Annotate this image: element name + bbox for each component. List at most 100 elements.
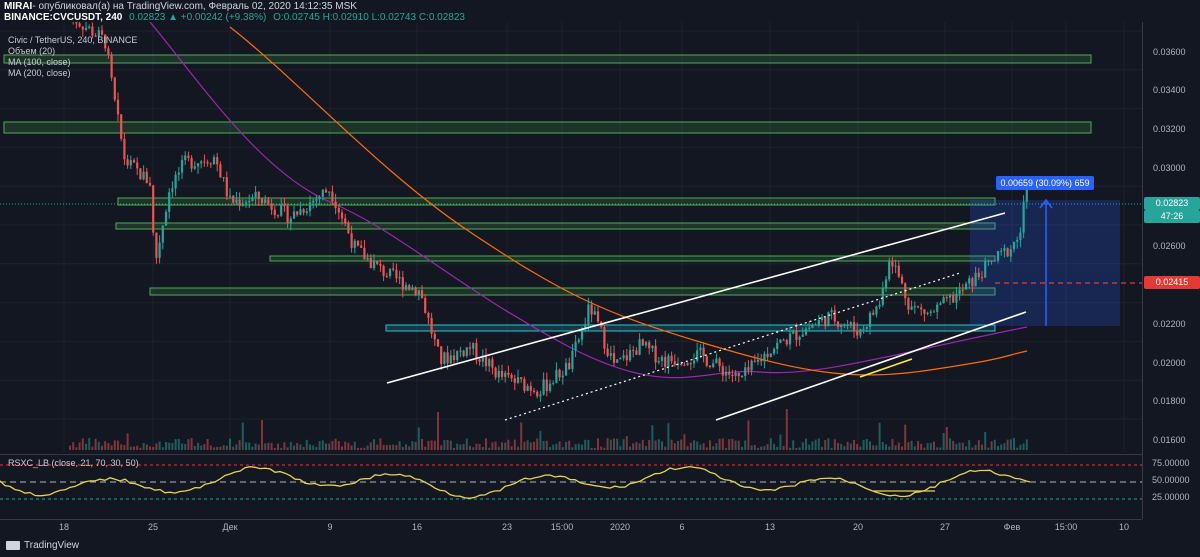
volume-bar [1013, 438, 1015, 450]
candle-body [139, 168, 142, 180]
candle-body [923, 309, 926, 314]
publisher-name: MIRAI [4, 1, 33, 12]
price-axis[interactable]: 0.03600 0.03400 0.03200 0.03000 0.02600 … [1142, 22, 1200, 519]
volume-bar [245, 442, 247, 450]
candle-body [436, 339, 440, 347]
volume-bar [568, 440, 571, 450]
volume-bar [760, 446, 763, 450]
candle-body [894, 265, 897, 267]
volume-bar [974, 444, 977, 450]
volume-bar [843, 446, 846, 450]
volume-bar [424, 446, 427, 450]
volume-bar [705, 447, 708, 450]
candle-body [475, 342, 478, 360]
volume-bar [645, 445, 647, 450]
volume-bar [715, 443, 718, 450]
candle-body [395, 269, 398, 279]
volume-bar [661, 441, 663, 450]
volume-bar [69, 445, 71, 450]
volume-bar [555, 443, 558, 450]
volume-bar [97, 441, 100, 450]
volume-bar [997, 445, 999, 450]
volume-bar [456, 443, 459, 450]
candle-body [193, 166, 196, 169]
candle-body [161, 225, 164, 243]
candle-body [664, 356, 667, 367]
candle-body [801, 334, 804, 337]
candle-body [417, 290, 420, 296]
volume-bar [952, 441, 955, 450]
price-label: 0.02600 [1153, 241, 1186, 251]
volume-bar [561, 447, 564, 450]
price-chart[interactable] [0, 22, 1142, 452]
legend-ma200[interactable]: MA (200, close) [8, 68, 71, 78]
rsi-title[interactable]: RSXC_LB (close, 21, 70, 30, 50) [8, 458, 139, 468]
legend-volume[interactable]: Объем (20) [8, 46, 56, 56]
candle-body [248, 200, 251, 203]
volume-bar [200, 445, 203, 450]
candle-body [302, 209, 305, 213]
volume-bar [254, 443, 257, 450]
zone-rect [3, 54, 1092, 64]
volume-bar [222, 445, 225, 450]
candle-body [555, 369, 558, 384]
candle-body [574, 341, 577, 351]
candle-body [148, 183, 152, 186]
candle-body [382, 265, 385, 276]
volume-bar [523, 441, 526, 450]
volume-bar [888, 446, 891, 450]
volume-bar [869, 441, 871, 450]
candle-body [337, 208, 340, 213]
time-label: 15:00 [1054, 522, 1078, 532]
volume-bar [878, 422, 881, 450]
candle-body [238, 199, 241, 206]
candle-body [430, 317, 433, 334]
volume-bar [1022, 443, 1025, 450]
volume-bar [597, 438, 599, 450]
volume-bar [357, 447, 359, 450]
time-axis[interactable]: 18 25 Дек 9 16 23 15:00 2020 6 13 20 27 … [0, 519, 1142, 534]
brand-name: TradingView [24, 540, 80, 551]
volume-bar [363, 447, 366, 450]
volume-bar [577, 443, 580, 450]
legend-ma100[interactable]: MA (100, close) [8, 57, 71, 67]
measure-arrowhead [1039, 198, 1053, 209]
candle-body [232, 195, 235, 203]
candle-body [929, 311, 932, 313]
volume-bar [341, 446, 343, 450]
volume-bar [190, 438, 193, 450]
candle-body [945, 297, 948, 299]
volume-bar [734, 440, 737, 450]
volume-bar [933, 441, 935, 450]
volume-bar [894, 445, 897, 450]
time-label: 6 [679, 522, 685, 532]
volume-bar [430, 440, 433, 450]
volume-bar [405, 444, 407, 450]
volume-bar [699, 444, 702, 450]
volume-bar [689, 442, 692, 450]
volume-bar [549, 446, 551, 450]
volume-bar [693, 440, 695, 450]
candle-body [465, 347, 468, 356]
volume-bar [331, 440, 334, 450]
tradingview-logo[interactable]: TradingView [6, 540, 79, 551]
volume-bar [177, 438, 180, 450]
candle-body [936, 304, 939, 312]
moving-averages [149, 22, 1028, 379]
volume-bar [1019, 444, 1022, 450]
volume-bar [129, 446, 132, 450]
volume-bar [318, 441, 321, 450]
price-label: 0.03000 [1153, 163, 1186, 173]
candle-body [110, 55, 113, 78]
candle-body [472, 342, 475, 349]
candle-body [356, 240, 360, 246]
candle-body [635, 350, 638, 355]
chart-header: MIRAI- опубликовал(а) на TradingView.com… [0, 0, 1200, 23]
volume-bar [273, 447, 276, 450]
time-label: Фев [1003, 522, 1021, 532]
volume-bar [257, 444, 260, 450]
candle-body [411, 287, 414, 290]
rsi-pane[interactable] [0, 454, 1142, 519]
volume-bar [1009, 439, 1012, 450]
volume-bar [155, 443, 158, 450]
